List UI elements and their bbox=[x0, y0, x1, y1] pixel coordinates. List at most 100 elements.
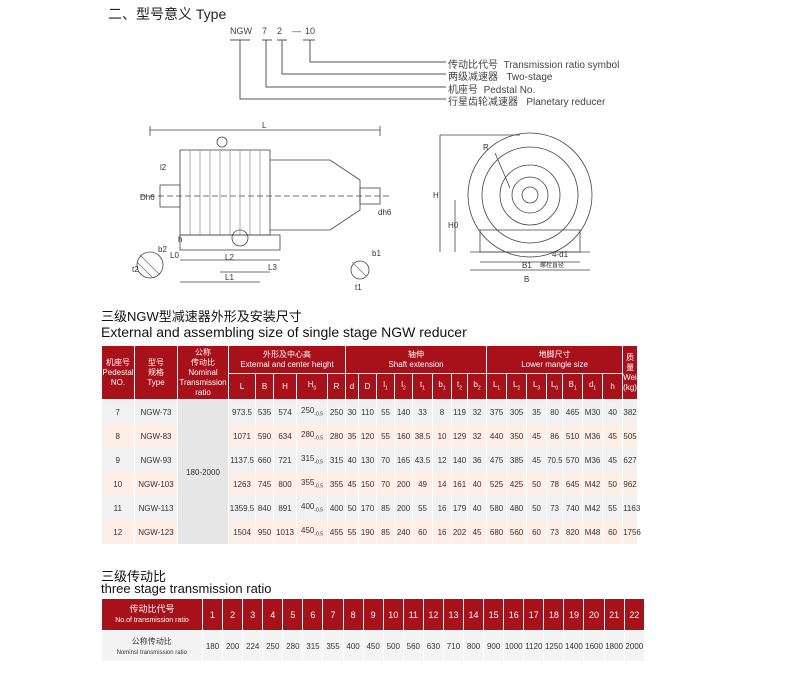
value-cell: 45 bbox=[467, 520, 488, 544]
value-cell: 645 bbox=[562, 472, 584, 496]
value-cell: 70 bbox=[376, 472, 396, 496]
ratio-value: 450 bbox=[363, 630, 384, 661]
ratio-value: 1250 bbox=[543, 630, 565, 661]
code-part: 2 bbox=[277, 26, 283, 36]
value-cell: 60 bbox=[412, 520, 434, 544]
col-d: d bbox=[345, 373, 360, 400]
dim-label: H bbox=[433, 191, 439, 200]
value-cell: 560 bbox=[506, 520, 528, 544]
value-cell: 35 bbox=[345, 424, 360, 448]
value-cell: 1163 bbox=[622, 496, 640, 520]
col-d1: d1 bbox=[582, 373, 604, 400]
col-l2: L2 bbox=[506, 373, 528, 400]
value-cell: 43.5 bbox=[412, 448, 434, 472]
value-cell: 49 bbox=[412, 472, 434, 496]
value-cell: 50 bbox=[345, 496, 360, 520]
col-h: h bbox=[602, 373, 624, 400]
value-cell: 119 bbox=[451, 399, 469, 424]
legend-item: 传动比代号 Transmission ratio symbol bbox=[448, 60, 620, 71]
col-l: L bbox=[228, 373, 256, 400]
value-cell: 510 bbox=[562, 424, 584, 448]
dim-label: B bbox=[524, 275, 529, 284]
value-cell: M30 bbox=[582, 399, 604, 424]
value-cell: 55 bbox=[345, 520, 360, 544]
value-cell: 12 bbox=[432, 448, 453, 472]
value-cell: 150 bbox=[358, 472, 378, 496]
pedestal-cell: 9 bbox=[101, 448, 135, 472]
type-cell: NGW-103 bbox=[134, 472, 178, 496]
value-cell: 962 bbox=[622, 472, 639, 496]
ratio-number: 10 bbox=[382, 598, 404, 631]
reducer-drawing: L l2 Dh6 dh6 L0 L2 L1 L3 h b2 t2 b1 t1 R… bbox=[132, 121, 593, 292]
h0-cell: 250-0.5 bbox=[296, 399, 328, 424]
ratio-value: 400 bbox=[343, 630, 364, 661]
value-cell: 70.5 bbox=[546, 448, 564, 472]
table-row: 8 NGW-83 1071 590 634 280-0.5 280 35 120 55 160 38.… bbox=[101, 424, 665, 448]
col-type: 型号 规格 Type bbox=[134, 345, 178, 400]
code-part: 7 bbox=[262, 26, 268, 36]
ratio-value: 224 bbox=[242, 630, 264, 661]
ratio-number: 18 bbox=[543, 598, 565, 631]
value-cell: 1013 bbox=[273, 520, 297, 544]
value-cell: 140 bbox=[451, 448, 469, 472]
value-cell: 891 bbox=[273, 496, 297, 520]
ratio-number: 6 bbox=[302, 598, 324, 631]
value-cell: 16 bbox=[432, 520, 453, 544]
value-cell: 73 bbox=[546, 520, 564, 544]
value-cell: 800 bbox=[273, 472, 297, 496]
col-l3: L3 bbox=[526, 373, 548, 400]
value-cell: 40 bbox=[467, 472, 488, 496]
col-l1: L1 bbox=[486, 373, 508, 400]
ratio-value: 315 bbox=[302, 630, 324, 661]
type-cell: NGW-73 bbox=[134, 399, 178, 424]
type-cell: NGW-83 bbox=[134, 424, 178, 448]
value-cell: M42 bbox=[582, 496, 604, 520]
code-part: — bbox=[292, 26, 301, 36]
col-h0: H0 bbox=[296, 373, 328, 400]
value-cell: 161 bbox=[451, 472, 469, 496]
value-cell: 32 bbox=[467, 399, 488, 424]
value-cell: 627 bbox=[622, 448, 639, 472]
value-cell: 60 bbox=[602, 520, 624, 544]
value-cell: 55 bbox=[412, 496, 434, 520]
value-cell: 385 bbox=[506, 448, 528, 472]
value-cell: 455 bbox=[327, 520, 347, 544]
dim-label: t2 bbox=[132, 265, 139, 274]
value-cell: 140 bbox=[394, 399, 414, 424]
value-cell: 240 bbox=[394, 520, 414, 544]
dim-label: L bbox=[262, 121, 267, 130]
value-cell: 40 bbox=[467, 496, 488, 520]
ratio-value: 1600 bbox=[583, 630, 605, 661]
col-d: D bbox=[358, 373, 378, 400]
ratio-number: 3 bbox=[242, 598, 264, 631]
table-row: 7 NGW-73 180-2000 973.5 535 574 250-0.5 250 30 11… bbox=[101, 399, 665, 544]
value-cell: 50 bbox=[526, 472, 548, 496]
table-row: 12 NGW-123 1504 950 1013 450-0.5 455 55 190 85 240… bbox=[101, 520, 665, 544]
value-cell: M36 bbox=[582, 424, 604, 448]
value-cell: 375 bbox=[486, 399, 508, 424]
value-cell: 120 bbox=[358, 424, 378, 448]
value-cell: 440 bbox=[486, 424, 508, 448]
value-cell: M36 bbox=[582, 448, 604, 472]
table2-title-en: three stage transmission ratio bbox=[101, 581, 272, 596]
value-cell: 660 bbox=[255, 448, 274, 472]
type-cell: NGW-93 bbox=[134, 448, 178, 472]
ratio-number: 5 bbox=[282, 598, 304, 631]
table1-title-en: External and assembling size of single s… bbox=[101, 324, 467, 340]
type-cell: NGW-123 bbox=[134, 520, 178, 544]
value-cell: 160 bbox=[394, 424, 414, 448]
value-cell: 45 bbox=[526, 448, 548, 472]
value-cell: 574 bbox=[273, 399, 297, 424]
ratio-value: 710 bbox=[443, 630, 465, 661]
value-cell: 45 bbox=[345, 472, 360, 496]
value-cell: 36 bbox=[467, 448, 488, 472]
ratio-number: 20 bbox=[583, 598, 605, 631]
value-cell: 165 bbox=[394, 448, 414, 472]
h0-cell: 315-0.5 bbox=[296, 448, 328, 472]
value-cell: 70 bbox=[376, 448, 396, 472]
dim-label: R bbox=[483, 143, 489, 152]
value-cell: 32 bbox=[467, 424, 488, 448]
ratio-number: 12 bbox=[422, 598, 444, 631]
value-cell: 1071 bbox=[228, 424, 256, 448]
h0-cell: 355-0.5 bbox=[296, 472, 328, 496]
